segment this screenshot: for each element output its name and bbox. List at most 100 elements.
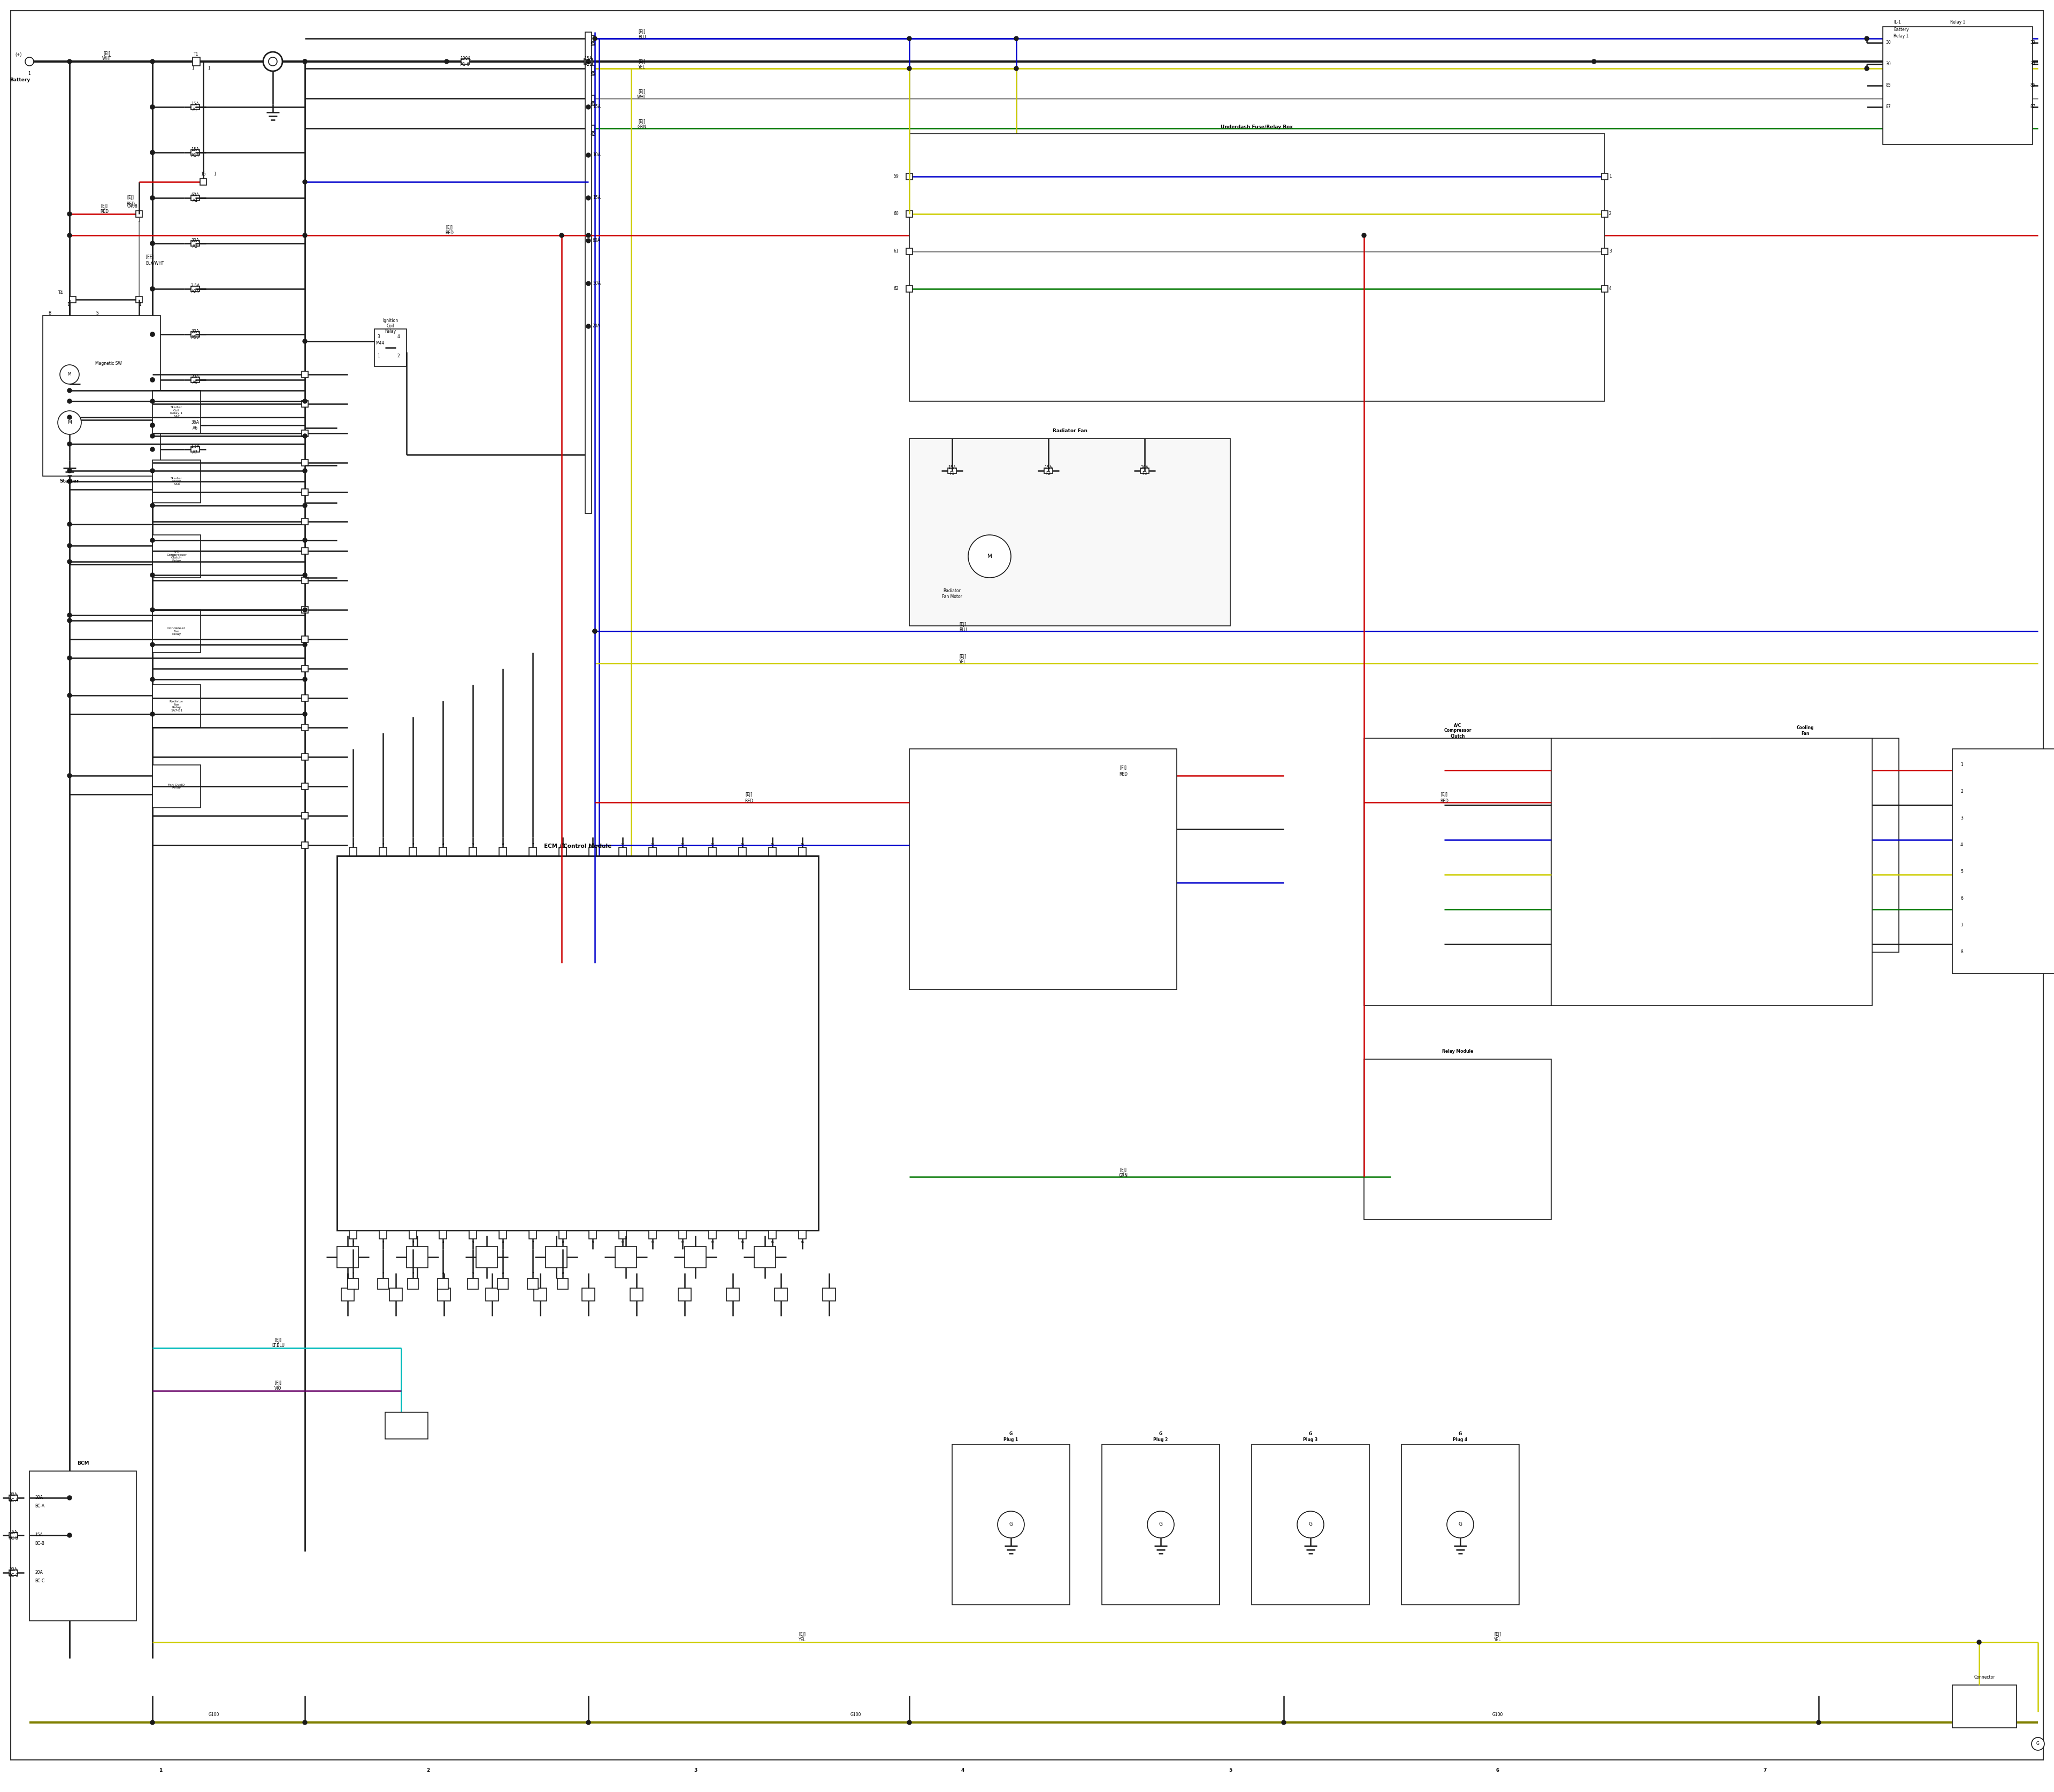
Bar bbox=[587, 65, 596, 72]
Bar bbox=[199, 179, 207, 185]
Text: 2: 2 bbox=[1608, 211, 1612, 217]
Text: A6: A6 bbox=[193, 426, 197, 430]
Circle shape bbox=[1865, 66, 1869, 70]
Circle shape bbox=[68, 1534, 72, 1538]
Text: Underdash Fuse/Relay Box: Underdash Fuse/Relay Box bbox=[1220, 125, 1294, 129]
Text: 85: 85 bbox=[2029, 82, 2036, 88]
Bar bbox=[440, 848, 446, 857]
Bar bbox=[302, 724, 308, 731]
Circle shape bbox=[58, 410, 82, 434]
Text: 30: 30 bbox=[2029, 61, 2036, 66]
Bar bbox=[152, 765, 201, 808]
Bar bbox=[349, 1231, 357, 1238]
Circle shape bbox=[68, 416, 72, 419]
Text: [EJ]: [EJ] bbox=[1119, 765, 1128, 771]
Text: M44: M44 bbox=[376, 340, 384, 346]
Bar bbox=[349, 848, 357, 857]
Text: 4: 4 bbox=[961, 1769, 965, 1772]
Bar bbox=[631, 1288, 643, 1301]
Bar bbox=[438, 1278, 448, 1288]
Text: 20A: 20A bbox=[10, 1568, 16, 1572]
Text: Cooling
Fan: Cooling Fan bbox=[1797, 726, 1814, 737]
Text: Starter
Coil
Relay 1
1A2: Starter Coil Relay 1 1A2 bbox=[170, 407, 183, 418]
Text: G100: G100 bbox=[1493, 1713, 1504, 1717]
Bar bbox=[440, 1231, 446, 1238]
Text: Condenser
Fan
Relay: Condenser Fan Relay bbox=[168, 627, 185, 636]
Bar bbox=[380, 848, 386, 857]
Circle shape bbox=[585, 59, 592, 65]
Circle shape bbox=[150, 538, 154, 543]
Text: 15A: 15A bbox=[594, 195, 600, 201]
Bar bbox=[191, 332, 199, 337]
Circle shape bbox=[150, 448, 154, 452]
Text: Coil: Coil bbox=[386, 324, 394, 328]
Text: Radiator
Fan Motor: Radiator Fan Motor bbox=[943, 588, 961, 599]
Bar bbox=[774, 1288, 787, 1301]
Circle shape bbox=[302, 504, 306, 507]
Circle shape bbox=[68, 694, 72, 697]
Text: G
Plug 1: G Plug 1 bbox=[1004, 1432, 1019, 1443]
Text: 11: 11 bbox=[651, 1240, 655, 1244]
Bar bbox=[557, 1278, 569, 1288]
Text: 100A: 100A bbox=[460, 56, 470, 61]
Circle shape bbox=[68, 389, 72, 392]
Circle shape bbox=[150, 1720, 154, 1724]
Circle shape bbox=[302, 434, 306, 437]
Circle shape bbox=[302, 711, 306, 717]
Circle shape bbox=[1976, 1640, 1982, 1645]
Bar bbox=[1364, 738, 1551, 1005]
Text: 16: 16 bbox=[801, 842, 805, 846]
Bar bbox=[709, 848, 717, 857]
Circle shape bbox=[302, 677, 306, 681]
Text: M: M bbox=[68, 373, 72, 376]
Text: RED: RED bbox=[1119, 772, 1128, 778]
Bar bbox=[409, 848, 417, 857]
Text: 2.5A: 2.5A bbox=[191, 283, 199, 289]
Bar bbox=[1551, 738, 1871, 1005]
Bar bbox=[8, 1570, 18, 1575]
Text: 61: 61 bbox=[893, 249, 900, 254]
Bar bbox=[191, 240, 199, 246]
Bar bbox=[337, 857, 817, 1231]
Text: A14: A14 bbox=[191, 152, 199, 158]
Bar bbox=[585, 102, 592, 111]
Text: [EJ]: [EJ] bbox=[1440, 792, 1448, 797]
Bar bbox=[302, 459, 308, 466]
Text: RED: RED bbox=[101, 210, 109, 215]
Circle shape bbox=[1148, 1511, 1175, 1538]
Bar bbox=[618, 1231, 626, 1238]
Text: WHT: WHT bbox=[103, 56, 111, 61]
Bar bbox=[678, 848, 686, 857]
Text: [EJ]: [EJ] bbox=[275, 1382, 281, 1385]
Circle shape bbox=[302, 643, 306, 647]
Bar bbox=[589, 848, 596, 857]
Bar bbox=[152, 536, 201, 577]
Text: BLK/WHT: BLK/WHT bbox=[146, 262, 164, 265]
Bar bbox=[497, 1278, 507, 1288]
Text: YEL: YEL bbox=[959, 659, 967, 665]
Circle shape bbox=[150, 287, 154, 290]
Circle shape bbox=[302, 607, 306, 611]
Circle shape bbox=[302, 233, 306, 238]
Text: [EJ]: [EJ] bbox=[959, 622, 965, 627]
Bar bbox=[302, 754, 308, 760]
Text: F2: F2 bbox=[1045, 471, 1052, 477]
Circle shape bbox=[585, 152, 592, 158]
Text: G
Plug 2: G Plug 2 bbox=[1154, 1432, 1169, 1443]
Circle shape bbox=[150, 151, 154, 154]
Circle shape bbox=[302, 59, 306, 65]
Bar bbox=[910, 134, 1604, 401]
Bar bbox=[1602, 285, 1608, 292]
Circle shape bbox=[559, 233, 563, 238]
Circle shape bbox=[68, 613, 72, 616]
Bar bbox=[585, 151, 592, 159]
Bar bbox=[29, 1471, 136, 1620]
Text: Magnetic SW: Magnetic SW bbox=[94, 362, 121, 366]
Bar bbox=[468, 1278, 479, 1288]
Text: 30: 30 bbox=[2029, 41, 2036, 45]
Text: Relay: Relay bbox=[384, 330, 396, 333]
Circle shape bbox=[967, 536, 1011, 577]
Text: A/C
Compressor
Clutch
Relay: A/C Compressor Clutch Relay bbox=[166, 550, 187, 563]
Circle shape bbox=[150, 400, 154, 403]
Circle shape bbox=[585, 281, 592, 285]
